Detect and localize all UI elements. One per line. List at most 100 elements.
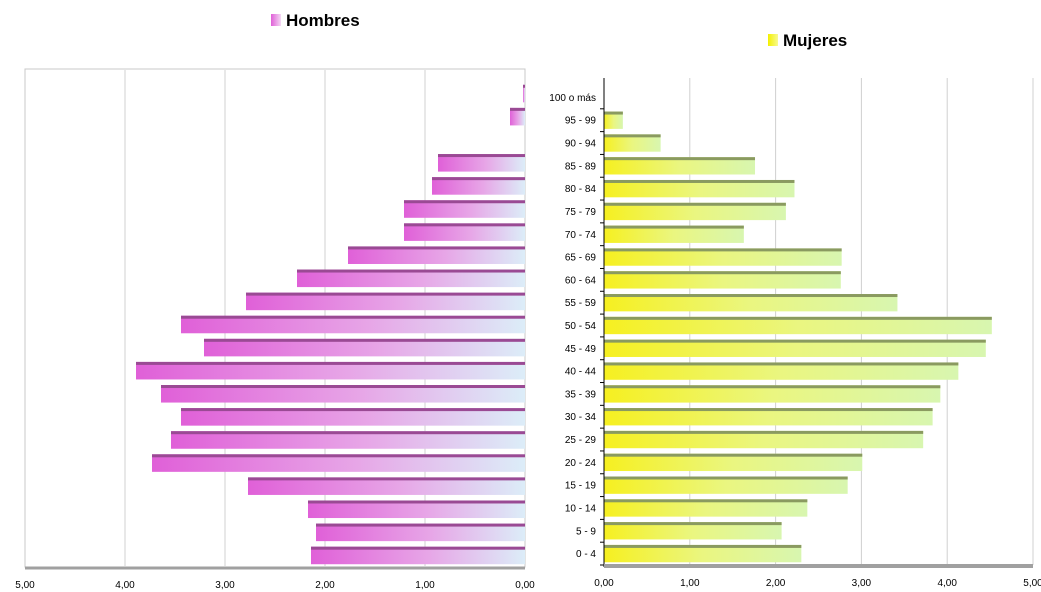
hombres-bar <box>510 107 525 126</box>
mujeres-bar-edge <box>604 362 959 366</box>
hombres-x-tick-label: 2,00 <box>315 580 335 591</box>
mujeres-bar-edge <box>604 134 661 138</box>
hombres-plot: 5,00 4,00 3,00 2,00 1,00 0,00 <box>15 68 535 591</box>
hombres-bar-edge <box>311 546 525 550</box>
mujeres-category-label: 15 - 19 <box>565 481 597 492</box>
mujeres-bar <box>604 362 959 380</box>
hombres-bar-edge <box>246 292 525 296</box>
mujeres-bar <box>604 294 898 312</box>
mujeres-category-label: 40 - 44 <box>565 367 597 378</box>
mujeres-category-label: 55 - 59 <box>565 298 597 309</box>
mujeres-bar-edge <box>604 430 924 434</box>
mujeres-bar-edge <box>604 339 986 343</box>
hombres-bar <box>523 84 525 103</box>
mujeres-bars <box>604 111 992 563</box>
hombres-bar-edge <box>404 200 525 204</box>
mujeres-category-label: 35 - 39 <box>565 389 597 400</box>
mujeres-category-labels: 0 - 4 5 - 9 10 - 14 15 - 19 20 - 24 25 - 29 30… <box>549 93 604 566</box>
hombres-bar-edge <box>161 385 525 389</box>
hombres-bar-edge <box>348 246 525 250</box>
mujeres-bar-edge <box>604 271 841 275</box>
hombres-bar <box>171 431 525 449</box>
hombres-bar-edge <box>152 454 525 458</box>
hombres-bar-edge <box>438 154 525 158</box>
hombres-bar-edge <box>181 408 525 412</box>
hombres-bar <box>316 523 525 542</box>
mujeres-bar-edge <box>604 544 802 548</box>
mujeres-x-tick-label: 0,00 <box>594 578 614 589</box>
hombres-x-tick-label: 4,00 <box>115 580 135 591</box>
hombres-bar <box>308 500 525 519</box>
mujeres-bar <box>604 248 842 266</box>
mujeres-bar <box>604 499 808 517</box>
legend-swatch-mujeres <box>768 34 778 46</box>
hombres-bar-edge <box>204 338 525 342</box>
mujeres-x-tick-label: 2,00 <box>766 578 786 589</box>
mujeres-category-label: 85 - 89 <box>565 161 597 172</box>
mujeres-category-label: 80 - 84 <box>565 184 597 195</box>
mujeres-bar-edge <box>604 499 808 503</box>
hombres-bar-edge <box>316 523 525 527</box>
mujeres-bar <box>604 179 795 198</box>
hombres-bar <box>136 361 525 380</box>
hombres-bar <box>438 154 525 172</box>
legend-swatch-hombres <box>271 14 281 26</box>
mujeres-bar <box>604 408 933 426</box>
hombres-bars <box>136 84 525 565</box>
hombres-bar-edge <box>171 431 525 435</box>
mujeres-category-label: 45 - 49 <box>565 344 597 355</box>
mujeres-bar-edge <box>604 522 782 526</box>
hombres-bar <box>311 546 525 565</box>
hombres-x-tick-label: 3,00 <box>215 580 235 591</box>
hombres-bar-edge <box>404 223 525 227</box>
mujeres-x-tick-label: 1,00 <box>680 578 700 589</box>
hombres-bar <box>404 200 525 218</box>
hombres-bar <box>348 246 525 264</box>
mujeres-bar-edge <box>604 316 992 320</box>
mujeres-bar <box>604 225 744 243</box>
mujeres-bar <box>604 476 848 494</box>
mujeres-bar-edge <box>604 111 623 115</box>
mujeres-bar <box>604 430 924 449</box>
mujeres-category-label: 100 o más <box>549 93 596 104</box>
mujeres-category-label: 20 - 24 <box>565 458 597 469</box>
mujeres-bar <box>604 111 623 129</box>
mujeres-bar-edge <box>604 385 941 389</box>
mujeres-category-label: 65 - 69 <box>565 253 597 264</box>
mujeres-category-label: 95 - 99 <box>565 116 597 127</box>
mujeres-bar-edge <box>604 225 744 229</box>
mujeres-x-tick-labels: 0,00 1,00 2,00 3,00 4,00 5,00 <box>594 578 1041 589</box>
mujeres-bar-edge <box>604 202 786 206</box>
hombres-bar <box>404 223 525 241</box>
mujeres-bar-edge <box>604 408 933 412</box>
mujeres-bar <box>604 453 863 472</box>
mujeres-bar-edge <box>604 453 863 457</box>
hombres-bar-edge <box>308 500 525 504</box>
chart-title-hombres: Hombres <box>286 11 360 30</box>
mujeres-plot: 0 - 4 5 - 9 10 - 14 15 - 19 20 - 24 25 - 29 30… <box>549 78 1041 589</box>
mujeres-bar <box>604 316 992 335</box>
hombres-bar-edge <box>523 84 525 88</box>
mujeres-category-label: 25 - 29 <box>565 435 597 446</box>
hombres-x-tick-label: 1,00 <box>415 580 435 591</box>
hombres-bar <box>248 477 525 495</box>
mujeres-category-label: 0 - 4 <box>576 549 596 560</box>
hombres-bar <box>204 338 525 357</box>
mujeres-x-tick-label: 4,00 <box>937 578 957 589</box>
mujeres-category-label: 90 - 94 <box>565 139 597 150</box>
hombres-bar-edge <box>181 315 525 319</box>
hombres-x-tick-label: 5,00 <box>15 580 35 591</box>
hombres-bar-edge <box>510 107 525 111</box>
mujeres-bar <box>604 522 782 540</box>
mujeres-category-label: 75 - 79 <box>565 207 597 218</box>
mujeres-category-label: 10 - 14 <box>565 503 597 514</box>
hombres-bar <box>246 292 525 311</box>
mujeres-category-label: 5 - 9 <box>576 526 596 537</box>
hombres-bar-edge <box>432 177 525 181</box>
mujeres-category-label: 50 - 54 <box>565 321 597 332</box>
hombres-bar-edge <box>248 477 525 481</box>
mujeres-x-tick-label: 3,00 <box>852 578 872 589</box>
mujeres-x-tick-label: 5,00 <box>1023 578 1041 589</box>
mujeres-bar <box>604 271 841 289</box>
mujeres-category-label: 60 - 64 <box>565 275 597 286</box>
